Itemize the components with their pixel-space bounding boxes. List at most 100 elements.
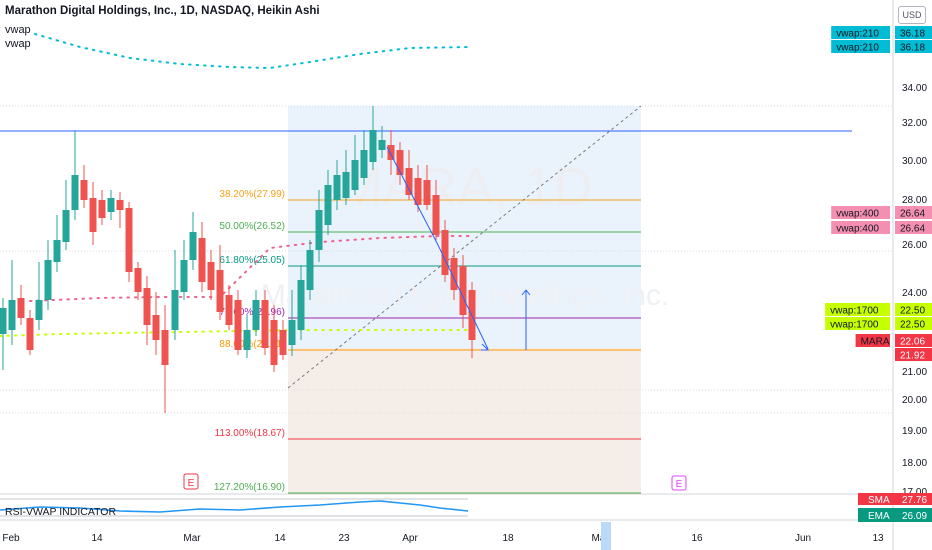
- fib-label: 78.60%(22.96): [219, 307, 285, 318]
- candle[interactable]: [279, 320, 287, 360]
- candle[interactable]: [216, 245, 224, 320]
- price-tick: 19.00: [902, 426, 927, 437]
- time-tick: Jun: [795, 533, 811, 544]
- candle[interactable]: [53, 215, 61, 272]
- price-label-text: MARA: [861, 337, 890, 348]
- candle[interactable]: [324, 170, 332, 235]
- candle[interactable]: [333, 160, 341, 210]
- candle[interactable]: [297, 265, 305, 340]
- candle[interactable]: [116, 192, 124, 228]
- price-label-value: 36.18: [900, 29, 925, 40]
- candle[interactable]: [80, 165, 88, 208]
- candle[interactable]: [405, 150, 413, 200]
- time-tick: 13: [872, 533, 884, 544]
- time-tick: 23: [338, 533, 350, 544]
- candle[interactable]: [414, 165, 422, 212]
- price-label-value: 22.06: [900, 337, 925, 348]
- candle[interactable]: [243, 315, 251, 358]
- candle[interactable]: [432, 180, 440, 240]
- fib-label: 61.80%(25.05): [219, 255, 285, 266]
- price-label-tag: vwap:400 26.64: [831, 221, 932, 235]
- candle[interactable]: [17, 285, 25, 325]
- candle[interactable]: [98, 190, 106, 225]
- candle[interactable]: [351, 135, 359, 195]
- price-tick: 34.00: [902, 83, 927, 94]
- vwap-dots: [29, 235, 471, 302]
- price-label-tag: vwap:1700 22.50: [825, 303, 932, 317]
- candle[interactable]: [171, 250, 179, 340]
- candle[interactable]: [387, 130, 395, 175]
- candle[interactable]: [225, 285, 233, 330]
- price-tick: 21.00: [902, 367, 927, 378]
- time-tick: 18: [502, 533, 514, 544]
- vwap-dots: [34, 33, 471, 70]
- candle[interactable]: [198, 222, 206, 292]
- candle[interactable]: [0, 298, 7, 370]
- projection-arrow-up[interactable]: [521, 289, 531, 350]
- candle[interactable]: [459, 255, 467, 328]
- projection-arrow-down[interactable]: [386, 146, 490, 351]
- candle[interactable]: [423, 165, 431, 210]
- indicator-vwap-2[interactable]: vwap: [5, 38, 31, 50]
- candle[interactable]: [35, 262, 43, 330]
- price-label-tag: vwap:210 36.18: [831, 40, 932, 54]
- candle[interactable]: [360, 130, 368, 185]
- candle[interactable]: [207, 250, 215, 300]
- candle[interactable]: [62, 180, 70, 250]
- candle[interactable]: [252, 290, 260, 336]
- candle[interactable]: [189, 212, 197, 270]
- candle[interactable]: [441, 220, 449, 282]
- candle[interactable]: [378, 126, 386, 158]
- candle[interactable]: [306, 240, 314, 300]
- candle[interactable]: [270, 305, 278, 372]
- earnings-marker-1[interactable]: E: [183, 473, 199, 490]
- price-label-text: vwap:400: [836, 209, 879, 220]
- rsi-sma-value: 27.76: [902, 495, 927, 506]
- time-tick: Apr: [402, 533, 418, 544]
- rsi-pane[interactable]: [0, 493, 893, 519]
- candle[interactable]: [450, 248, 458, 300]
- price-tick: 17.00: [902, 487, 927, 498]
- candle[interactable]: [261, 290, 269, 355]
- indicator-vwap-1[interactable]: vwap: [5, 24, 31, 36]
- price-label-value: 26.64: [900, 224, 925, 235]
- candle[interactable]: [161, 305, 169, 413]
- earnings-marker-label: E: [188, 478, 195, 489]
- candle[interactable]: [125, 202, 133, 282]
- candle[interactable]: [44, 240, 52, 310]
- candle[interactable]: [89, 182, 97, 245]
- candles[interactable]: [0, 106, 476, 413]
- price-label-tag: vwap:400 26.64: [831, 206, 932, 220]
- earnings-marker-2[interactable]: E: [671, 475, 687, 491]
- candle[interactable]: [234, 290, 242, 355]
- candle[interactable]: [8, 260, 16, 345]
- rsi-line: [0, 500, 469, 513]
- time-tick: 14: [91, 533, 103, 544]
- currency-selector[interactable]: USD: [898, 6, 926, 24]
- price-label-value: 21.92: [900, 351, 925, 362]
- price-tick: 28.00: [902, 195, 927, 206]
- candle[interactable]: [396, 142, 404, 185]
- candle[interactable]: [71, 130, 79, 220]
- candle[interactable]: [369, 106, 377, 170]
- candle[interactable]: [152, 292, 160, 355]
- candle[interactable]: [143, 276, 151, 345]
- candle[interactable]: [315, 190, 323, 262]
- price-label-value: 26.64: [900, 209, 925, 220]
- price-label-text: vwap:1700: [830, 320, 879, 331]
- time-tick: 14: [274, 533, 286, 544]
- rsi-indicator-title[interactable]: RSI-VWAP INDICATOR: [5, 506, 117, 518]
- price-label-text: vwap:400: [836, 224, 879, 235]
- earnings-marker-label: E: [676, 479, 683, 490]
- candle[interactable]: [288, 290, 296, 356]
- candle[interactable]: [26, 310, 34, 355]
- candle[interactable]: [180, 240, 188, 300]
- candle[interactable]: [134, 262, 142, 300]
- price-label-value: 36.18: [900, 43, 925, 54]
- candle[interactable]: [342, 150, 350, 205]
- candle[interactable]: [107, 190, 115, 220]
- fibonacci-levels[interactable]: 38.20%(27.99) 50.00%(26.52) 61.80%(25.05) 7…: [214, 189, 641, 494]
- chart-title[interactable]: Marathon Digital Holdings, Inc., 1D, NAS…: [5, 5, 320, 17]
